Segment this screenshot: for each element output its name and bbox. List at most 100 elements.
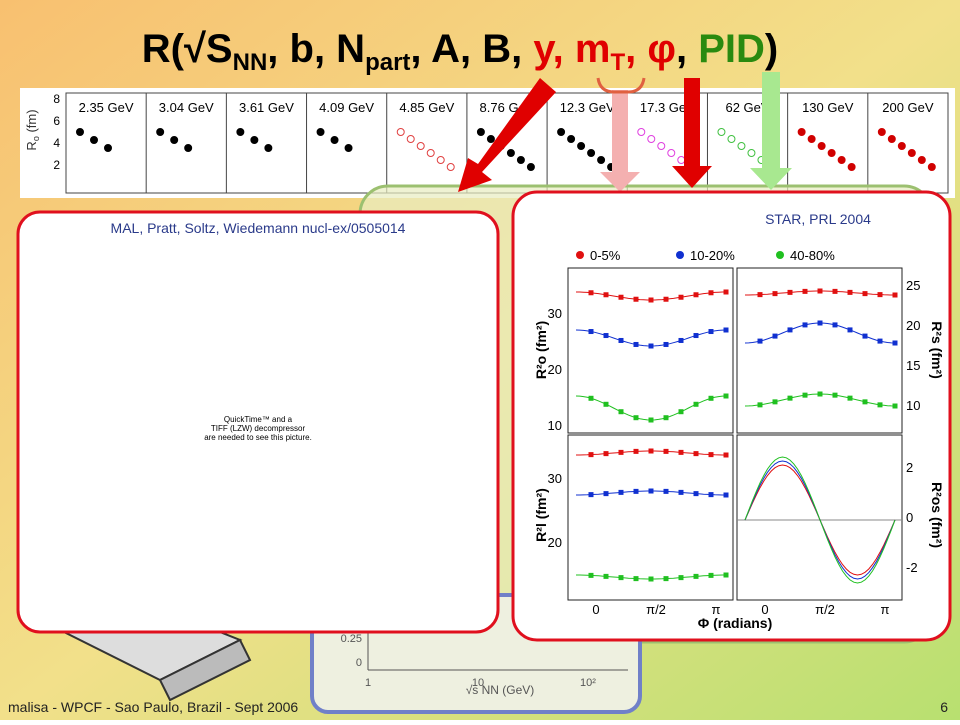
point [817, 142, 826, 150]
title-sub: NN [233, 49, 268, 76]
point [330, 136, 339, 144]
point [236, 128, 245, 136]
tick-label: 20 [548, 362, 562, 377]
title-part: PID [698, 27, 765, 71]
energy-label: 17.3 GeV [640, 100, 695, 115]
icon-shape [158, 638, 252, 702]
energy-label: 4.85 GeV [399, 100, 454, 115]
arrow-green [750, 72, 792, 190]
title-sub: part [365, 49, 410, 76]
right-caption: STAR, PRL 2004 [765, 211, 871, 227]
point [917, 156, 926, 164]
energy-label: 130 GeV [802, 100, 854, 115]
legend-marker [576, 251, 584, 259]
x-tick-label: π/2 [646, 602, 666, 617]
page-number: 6 [940, 699, 948, 715]
point [264, 144, 273, 152]
point [737, 142, 746, 150]
tick-label: 20 [548, 535, 562, 550]
energy-label: 2.35 GeV [79, 100, 134, 115]
point [907, 149, 916, 157]
fit-curve [576, 450, 726, 456]
point [747, 149, 756, 157]
fit-curve [745, 290, 895, 296]
panel-frame [736, 434, 903, 601]
x-tick-label: 1 [365, 677, 371, 689]
legend-marker [776, 251, 784, 259]
point [927, 163, 936, 171]
tick-label: 10 [906, 398, 920, 413]
fit-curve [576, 574, 726, 580]
legend-label: 0-5% [590, 248, 621, 263]
label-part: R [24, 141, 39, 150]
point [597, 156, 606, 164]
fit-curve [744, 393, 896, 407]
y-tick-label: 4 [53, 136, 60, 150]
tick-label: 2 [906, 460, 913, 475]
point [887, 135, 896, 143]
tick-label: 30 [548, 471, 562, 486]
point [717, 128, 726, 136]
point [797, 128, 806, 136]
point [516, 156, 525, 164]
point [847, 163, 856, 171]
point [476, 128, 485, 136]
point [557, 128, 566, 136]
axis-label: R²l (fm²) [533, 488, 549, 542]
point [637, 128, 646, 136]
point [526, 163, 535, 171]
legend-marker [676, 251, 684, 259]
point [837, 156, 846, 164]
point [396, 128, 405, 136]
tick-label: 0 [906, 510, 913, 525]
x-tick-label: 10 [472, 677, 484, 689]
label-sub: o [31, 136, 41, 141]
point [897, 142, 906, 150]
axis-label: R²s (fm²) [929, 321, 945, 379]
back-plot: 0.25 01 10 10² √s NN (GeV) [341, 620, 628, 697]
tick-label: 25 [906, 278, 920, 293]
fit-curve [744, 322, 896, 344]
placeholder-text: TIFF (LZW) decompressor [211, 424, 306, 433]
arrow-red-diagonal [458, 78, 556, 192]
energy-label: 62 GeV [725, 100, 769, 115]
title-part: R(√S [142, 27, 233, 71]
point [170, 136, 179, 144]
point [90, 136, 98, 144]
tick-label: 15 [906, 358, 920, 373]
y-tick-label: 0.25 [341, 633, 362, 645]
point [807, 135, 816, 143]
x-tick-label: π [881, 602, 890, 617]
legend-label: 10-20% [690, 248, 735, 263]
x-tick-label: 10² [580, 677, 596, 689]
point [184, 144, 193, 152]
axis-label: R²os (fm²) [929, 482, 945, 548]
left-caption: MAL, Pratt, Soltz, Wiedemann nucl-ex/050… [111, 220, 406, 236]
title-part: , A, B, [410, 27, 533, 71]
point [436, 156, 445, 164]
point [344, 144, 353, 152]
point [316, 128, 325, 136]
legend-label: 40-80% [790, 248, 835, 263]
point [877, 128, 886, 136]
point [76, 128, 84, 136]
arrow-pink [600, 90, 640, 192]
brace [596, 77, 646, 94]
title-part: φ [647, 27, 676, 71]
title-part: y, m [533, 27, 610, 71]
left-box [16, 210, 500, 634]
x-tick-label: π [712, 602, 721, 617]
fit-curve [575, 395, 727, 421]
label-part: (fm) [24, 109, 39, 136]
point [506, 149, 515, 157]
y-tick-label: 2 [53, 158, 60, 172]
panel-frame [736, 267, 903, 434]
x-axis-label: Φ (radians) [698, 615, 773, 631]
point [827, 149, 836, 157]
point [577, 142, 586, 150]
point [104, 144, 112, 152]
y-tick-label: 8 [53, 92, 60, 106]
energy-label: 3.61 GeV [239, 100, 294, 115]
x-axis-label: √s NN (GeV) [466, 683, 535, 697]
